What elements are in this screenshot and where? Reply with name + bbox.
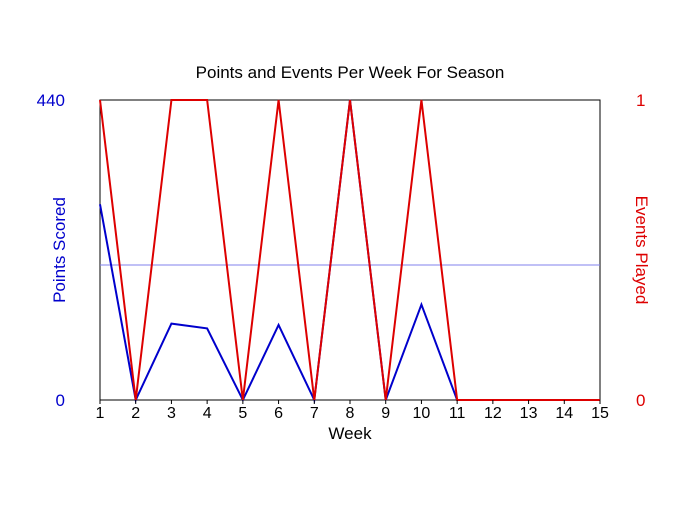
plot-frame <box>100 100 600 400</box>
x-tick-label: 6 <box>274 405 283 422</box>
x-tick-label: 9 <box>381 405 390 422</box>
series-layer <box>100 100 600 400</box>
x-axis-title: Week <box>328 424 372 443</box>
series-line-points-scored <box>100 100 600 400</box>
x-tick-label: 10 <box>413 405 431 422</box>
left-tick-label: 440 <box>37 91 65 110</box>
x-tick-label: 2 <box>131 405 140 422</box>
x-tick-label: 13 <box>520 405 538 422</box>
left-tick-label: 0 <box>56 391 65 410</box>
left-axis-title: Points Scored <box>50 197 69 303</box>
x-tick-label: 12 <box>484 405 502 422</box>
x-tick-label: 11 <box>449 405 466 422</box>
x-tick-label: 15 <box>591 405 609 422</box>
x-tick-label: 14 <box>555 405 573 422</box>
right-tick-label: 1 <box>636 91 645 110</box>
x-tick-label: 3 <box>167 405 176 422</box>
x-tick-label: 8 <box>346 405 355 422</box>
x-tick-label: 7 <box>310 405 319 422</box>
x-tick-label: 1 <box>96 405 105 422</box>
right-tick-label: 0 <box>636 391 645 410</box>
chart-title: Points and Events Per Week For Season <box>196 63 505 82</box>
x-tick-label: 5 <box>238 405 247 422</box>
x-tick-label: 4 <box>203 405 212 422</box>
right-axis-title: Events Played <box>632 196 651 305</box>
series-line-events-played <box>100 100 600 400</box>
